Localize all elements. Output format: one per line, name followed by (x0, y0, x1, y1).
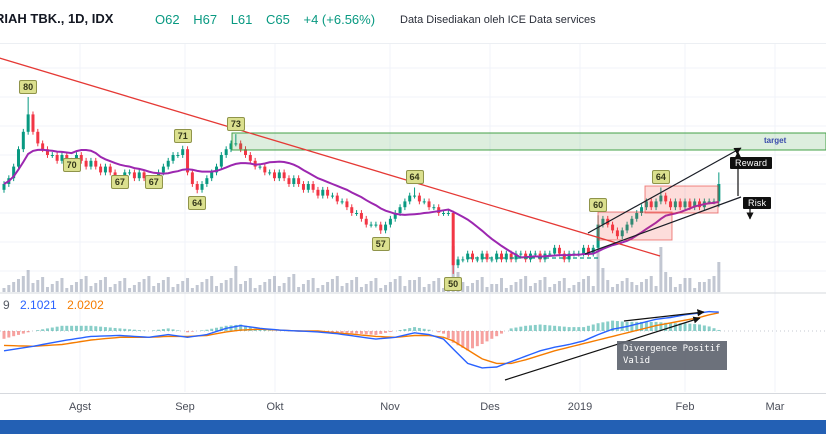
macd-signal-value: 2.0202 (67, 298, 104, 312)
time-axis-label: Nov (380, 401, 400, 413)
macd-param: 9 (3, 298, 10, 312)
price-note-label[interactable]: 60 (589, 198, 608, 213)
price-note-label[interactable]: 67 (144, 175, 163, 190)
indicator-values: 9 2.1021 2.0202 (3, 298, 104, 312)
taskbar[interactable] (0, 420, 826, 434)
price-note-label[interactable]: 73 (226, 117, 245, 132)
risk-label[interactable]: Risk (743, 197, 772, 209)
reward-label[interactable]: Reward (730, 157, 773, 169)
time-axis-label: Agst (68, 401, 91, 413)
price-note-label[interactable]: 67 (110, 175, 129, 190)
ohlc-low: L61 (230, 12, 253, 27)
ohlc-open: O62 (155, 12, 180, 27)
ohlc-close: C65 (266, 12, 290, 27)
chart-header: RIAH TBK., 1D, IDX O62 H67 L61 C65 +4 (+… (0, 0, 826, 42)
price-note-label[interactable]: 50 (444, 276, 463, 291)
price-note-label[interactable]: 64 (405, 170, 424, 185)
divergence-note-line2: Valid (623, 355, 651, 366)
divergence-note[interactable]: Divergence Positif Valid (617, 341, 727, 371)
ohlc-readout: O62 H67 L61 C65 +4 (+6.56%) (155, 12, 385, 27)
symbol-title[interactable]: RIAH TBK., 1D, IDX (0, 11, 114, 26)
data-provider-note: Data Disediakan oleh ICE Data services (400, 14, 596, 26)
ohlc-high: H67 (193, 12, 218, 27)
price-note-label[interactable]: 64 (188, 196, 207, 211)
price-note-label[interactable]: 71 (173, 128, 192, 143)
time-axis-label: Feb (675, 401, 695, 413)
time-axis[interactable]: Agst Sep Okt Nov Des 2019 Feb Mar (0, 393, 826, 421)
time-axis-label: Mar (765, 401, 785, 413)
divergence-note-line1: Divergence Positif (623, 344, 721, 354)
macd-value: 2.1021 (20, 298, 57, 312)
target-label[interactable]: target (764, 136, 787, 145)
ohlc-change: +4 (+6.56%) (303, 12, 376, 27)
price-note-label[interactable]: 80 (19, 80, 38, 94)
price-note-label[interactable]: 64 (651, 170, 670, 185)
price-note-label[interactable]: 57 (371, 236, 390, 251)
time-axis-label: Des (480, 401, 500, 413)
price-note-label[interactable]: 70 (62, 158, 81, 172)
time-axis-label: 2019 (567, 401, 593, 413)
time-axis-label: Sep (175, 401, 195, 413)
time-axis-label: Okt (266, 401, 284, 413)
